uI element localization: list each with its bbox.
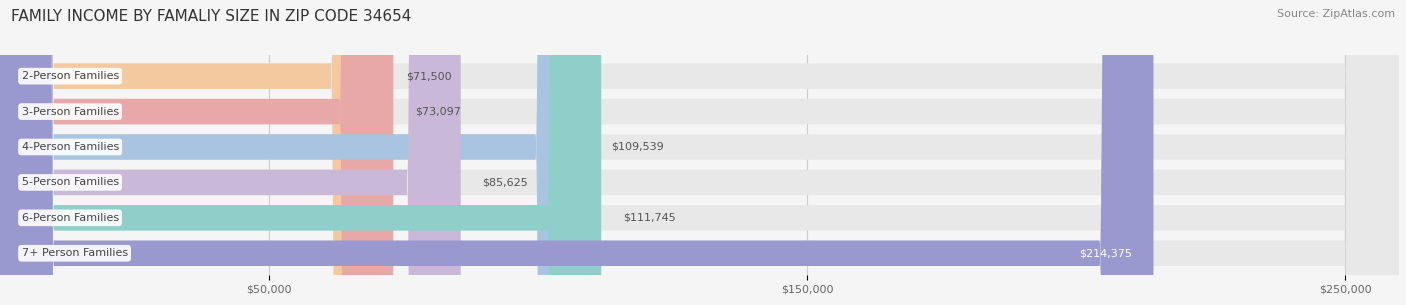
Text: $109,539: $109,539 — [612, 142, 664, 152]
Text: $111,745: $111,745 — [623, 213, 675, 223]
Text: 3-Person Families: 3-Person Families — [21, 106, 118, 117]
FancyBboxPatch shape — [0, 0, 589, 305]
Text: $73,097: $73,097 — [415, 106, 461, 117]
Text: $71,500: $71,500 — [406, 71, 451, 81]
Text: 5-Person Families: 5-Person Families — [21, 178, 118, 187]
FancyBboxPatch shape — [0, 0, 602, 305]
FancyBboxPatch shape — [0, 0, 461, 305]
Text: 7+ Person Families: 7+ Person Families — [21, 248, 128, 258]
Text: $85,625: $85,625 — [482, 178, 529, 187]
Text: 2-Person Families: 2-Person Families — [21, 71, 118, 81]
Text: FAMILY INCOME BY FAMALIY SIZE IN ZIP CODE 34654: FAMILY INCOME BY FAMALIY SIZE IN ZIP COD… — [11, 9, 412, 24]
Text: Source: ZipAtlas.com: Source: ZipAtlas.com — [1277, 9, 1395, 19]
Text: 6-Person Families: 6-Person Families — [21, 213, 118, 223]
FancyBboxPatch shape — [0, 0, 385, 305]
Text: 4-Person Families: 4-Person Families — [21, 142, 118, 152]
FancyBboxPatch shape — [0, 0, 1153, 305]
FancyBboxPatch shape — [0, 0, 394, 305]
Text: $214,375: $214,375 — [1078, 248, 1132, 258]
